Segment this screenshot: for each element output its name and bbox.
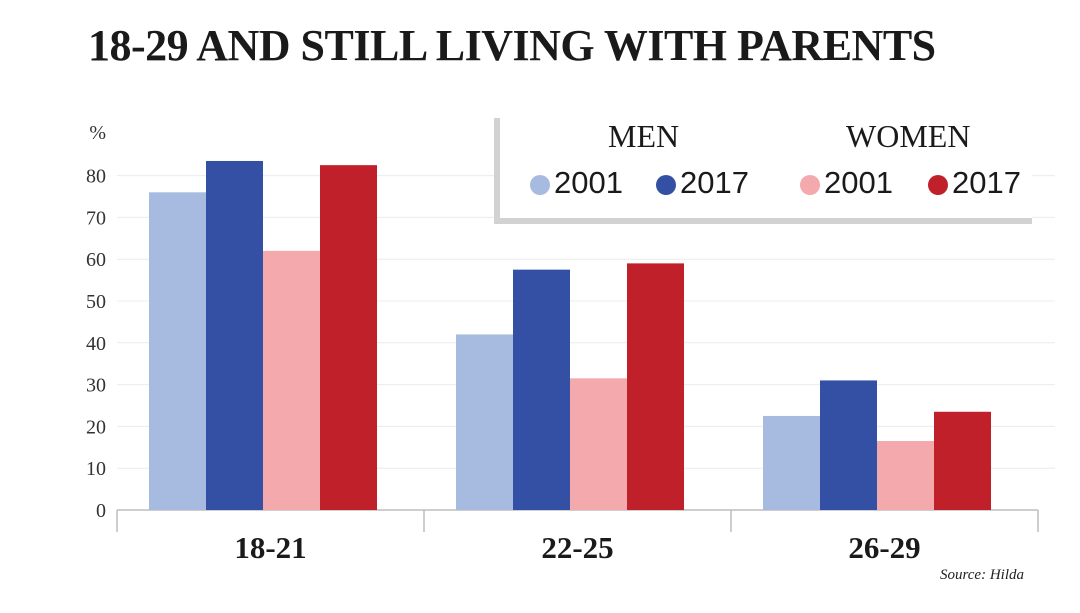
- legend-swatch-women-2017: [928, 175, 948, 195]
- y-tick-label: 80: [86, 166, 106, 188]
- legend-label-women-2001: 2001: [824, 165, 893, 200]
- bar-men-2017-26-29: [820, 380, 877, 510]
- y-tick-label: 30: [86, 375, 106, 397]
- y-tick-label: 40: [86, 333, 106, 355]
- bar-women-2017-18-21: [320, 165, 377, 510]
- y-tick-label: 70: [86, 207, 106, 229]
- x-category-label: 22-25: [541, 530, 613, 565]
- legend-label-men-2017: 2017: [680, 165, 749, 200]
- legend: MEN WOMEN 2001 2017 2001 2017: [494, 118, 1032, 224]
- legend-group-men: MEN: [608, 118, 680, 154]
- y-tick-label: 20: [86, 416, 106, 438]
- bar-women-2017-22-25: [627, 263, 684, 510]
- source-note: Source: Hilda: [939, 567, 1024, 583]
- bar-men-2001-26-29: [763, 415, 820, 510]
- x-category-label: 18-21: [234, 530, 306, 565]
- y-tick-label: 0: [96, 500, 106, 522]
- y-tick-label: 10: [86, 458, 106, 480]
- bar-men-2017-22-25: [513, 269, 570, 510]
- legend-group-women: WOMEN: [846, 118, 971, 154]
- legend-label-women-2017: 2017: [952, 165, 1021, 200]
- bar-men-2001-18-21: [149, 192, 206, 510]
- chart-title: 18-29 AND STILL LIVING WITH PARENTS: [88, 21, 936, 70]
- bar-women-2001-18-21: [263, 250, 320, 510]
- y-tick-label: 50: [86, 291, 106, 313]
- x-category-label: 26-29: [848, 530, 920, 565]
- legend-swatch-men-2017: [656, 175, 676, 195]
- legend-label-men-2001: 2001: [554, 165, 623, 200]
- bar-women-2001-26-29: [877, 441, 934, 510]
- legend-swatch-men-2001: [530, 175, 550, 195]
- bar-women-2001-22-25: [570, 378, 627, 510]
- bar-men-2001-22-25: [456, 334, 513, 510]
- y-tick-label: 60: [86, 249, 106, 271]
- y-axis-label: %: [89, 122, 106, 144]
- bar-men-2017-18-21: [206, 160, 263, 510]
- legend-swatch-women-2001: [800, 175, 820, 195]
- bar-women-2017-26-29: [934, 411, 991, 510]
